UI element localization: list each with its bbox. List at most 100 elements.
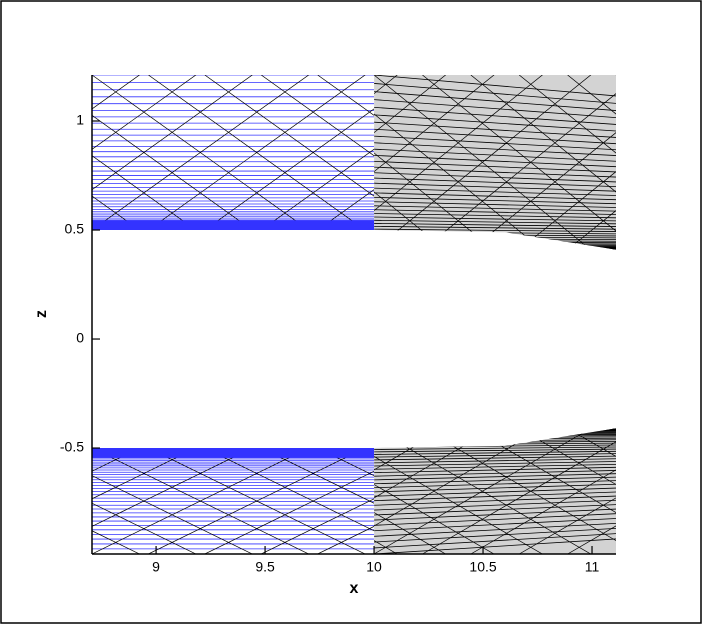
mesh-diagonal bbox=[422, 428, 616, 554]
mesh-line bbox=[374, 216, 616, 222]
mesh-diagonal bbox=[317, 75, 375, 231]
y-tick-label: 1 bbox=[76, 112, 84, 128]
mesh-diagonal bbox=[317, 448, 375, 554]
mesh-diagonal bbox=[92, 448, 296, 554]
mesh-line bbox=[374, 473, 616, 481]
y-tick-label: -0.5 bbox=[60, 439, 84, 455]
mesh-diagonal bbox=[92, 448, 240, 554]
mesh-diagonal bbox=[470, 428, 616, 554]
mesh-diagonal bbox=[261, 448, 375, 554]
mesh-diagonal bbox=[148, 75, 375, 231]
mesh-line bbox=[374, 518, 616, 532]
mesh-line bbox=[374, 177, 616, 188]
mesh-line bbox=[374, 450, 616, 455]
mesh-line bbox=[374, 187, 616, 196]
mesh-diagonal bbox=[470, 75, 616, 250]
mesh-line bbox=[374, 75, 616, 97]
mesh-line bbox=[374, 528, 616, 543]
mesh-diagonals bbox=[92, 75, 375, 231]
mesh-line bbox=[374, 508, 616, 521]
mesh-diagonal bbox=[470, 75, 616, 250]
mesh-diagonal bbox=[374, 428, 616, 554]
mesh-diagonal bbox=[92, 448, 240, 554]
mesh-diagonal bbox=[92, 448, 353, 554]
mesh-diagonal bbox=[374, 75, 616, 250]
x-tick-label: 9.5 bbox=[255, 559, 275, 575]
mesh-line bbox=[374, 504, 616, 516]
mesh-line bbox=[374, 205, 616, 212]
mesh-line bbox=[374, 91, 616, 111]
mesh-diagonal bbox=[204, 75, 375, 231]
mesh-line bbox=[374, 533, 616, 549]
mesh-line bbox=[374, 495, 616, 506]
mesh-diagonals bbox=[374, 75, 616, 250]
mesh-line bbox=[374, 476, 616, 485]
mesh-line bbox=[374, 106, 616, 125]
mesh-line bbox=[374, 99, 616, 118]
y-axis-label: z bbox=[33, 310, 50, 318]
mesh-diagonal bbox=[317, 75, 375, 231]
mesh-line bbox=[374, 461, 616, 467]
mesh-line bbox=[374, 458, 616, 464]
mesh-diagonal bbox=[92, 75, 296, 231]
mesh-diagonal bbox=[148, 448, 375, 554]
mesh-diagonal bbox=[567, 75, 616, 250]
mesh-line bbox=[374, 160, 616, 173]
mesh-diagonal bbox=[92, 75, 296, 231]
mesh-diagonal bbox=[567, 428, 616, 554]
mesh-line bbox=[374, 213, 616, 219]
mesh-line bbox=[374, 142, 616, 156]
zone bbox=[92, 448, 375, 458]
mesh-line bbox=[374, 470, 616, 477]
mesh-line bbox=[374, 466, 616, 474]
mesh-diagonal bbox=[422, 75, 616, 250]
mesh-diagonal bbox=[204, 75, 375, 231]
mesh-diagonal bbox=[204, 448, 375, 554]
mesh-diagonal bbox=[374, 428, 586, 554]
mesh-line bbox=[374, 455, 616, 461]
x-tick-label: 10 bbox=[366, 559, 382, 575]
mesh-line bbox=[374, 483, 616, 493]
mesh-line bbox=[374, 121, 616, 138]
mesh-diagonal bbox=[317, 448, 375, 554]
mesh-diagonal bbox=[422, 75, 616, 250]
mesh-diagonal bbox=[148, 448, 375, 554]
mesh-line bbox=[374, 201, 616, 208]
mesh-line bbox=[374, 182, 616, 192]
mesh-diagonal bbox=[204, 448, 375, 554]
mesh-diagonal bbox=[261, 448, 375, 554]
mesh-line bbox=[374, 209, 616, 215]
mesh-diagonal bbox=[519, 75, 616, 250]
y-tick-label: 0.5 bbox=[65, 221, 85, 237]
mesh-diagonal bbox=[374, 75, 538, 250]
mesh-zones bbox=[92, 75, 616, 554]
mesh-diagonal bbox=[92, 75, 353, 231]
mesh-line bbox=[374, 538, 616, 554]
mesh-line bbox=[374, 513, 616, 526]
mesh-diagonal bbox=[422, 428, 616, 554]
mesh-diagonal bbox=[470, 428, 616, 554]
mesh-diagonals bbox=[92, 448, 375, 554]
mesh-line bbox=[374, 223, 616, 227]
mesh-diagonal bbox=[519, 428, 616, 554]
mesh-diagonal bbox=[148, 75, 375, 231]
mesh-diagonal bbox=[374, 75, 490, 250]
mesh-line bbox=[374, 114, 616, 132]
mesh-line bbox=[374, 135, 616, 151]
mesh-line bbox=[374, 196, 616, 205]
mesh-diagonal bbox=[92, 75, 240, 231]
mesh-diagonal bbox=[92, 75, 240, 231]
mesh-line bbox=[374, 453, 616, 458]
mesh-diagonal bbox=[92, 448, 353, 554]
mesh-line bbox=[374, 446, 616, 450]
mesh-diagonal bbox=[374, 75, 586, 250]
mesh-line bbox=[374, 219, 616, 225]
zone bbox=[92, 220, 375, 231]
mesh-diagonal bbox=[567, 75, 616, 250]
x-tick-label: 10.5 bbox=[469, 559, 496, 575]
mesh-line bbox=[374, 225, 616, 230]
x-axis-label: x bbox=[350, 580, 359, 597]
mesh-line bbox=[374, 499, 616, 511]
y-tick-label: 0 bbox=[76, 330, 84, 346]
